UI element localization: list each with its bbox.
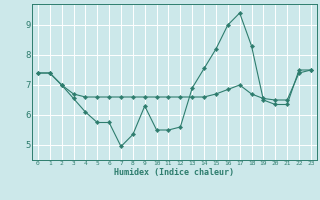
X-axis label: Humidex (Indice chaleur): Humidex (Indice chaleur) [115,168,234,177]
